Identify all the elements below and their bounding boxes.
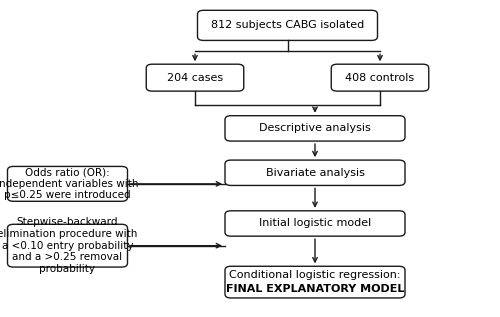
Text: Odds ratio (OR):
independent variables with
p≤0.25 were introduced: Odds ratio (OR): independent variables w… xyxy=(0,167,139,200)
Text: Descriptive analysis: Descriptive analysis xyxy=(259,123,371,133)
Text: 204 cases: 204 cases xyxy=(167,73,223,83)
FancyBboxPatch shape xyxy=(331,64,428,91)
FancyBboxPatch shape xyxy=(225,116,405,141)
Text: Conditional logistic regression:: Conditional logistic regression: xyxy=(229,270,401,280)
Text: Stepwise-backward
elimination procedure with
a <0.10 entry probability
and a >0.: Stepwise-backward elimination procedure … xyxy=(0,217,138,274)
FancyBboxPatch shape xyxy=(146,64,244,91)
Text: Bivariate analysis: Bivariate analysis xyxy=(266,168,364,178)
FancyBboxPatch shape xyxy=(225,266,405,298)
Text: 408 controls: 408 controls xyxy=(346,73,414,83)
Text: FINAL EXPLANATORY MODEL: FINAL EXPLANATORY MODEL xyxy=(226,284,404,294)
Text: 812 subjects CABG isolated: 812 subjects CABG isolated xyxy=(211,20,364,30)
FancyBboxPatch shape xyxy=(8,224,128,267)
FancyBboxPatch shape xyxy=(198,10,378,40)
FancyBboxPatch shape xyxy=(8,166,128,201)
FancyBboxPatch shape xyxy=(225,211,405,236)
FancyBboxPatch shape xyxy=(225,160,405,185)
Text: Initial logistic model: Initial logistic model xyxy=(259,218,371,229)
